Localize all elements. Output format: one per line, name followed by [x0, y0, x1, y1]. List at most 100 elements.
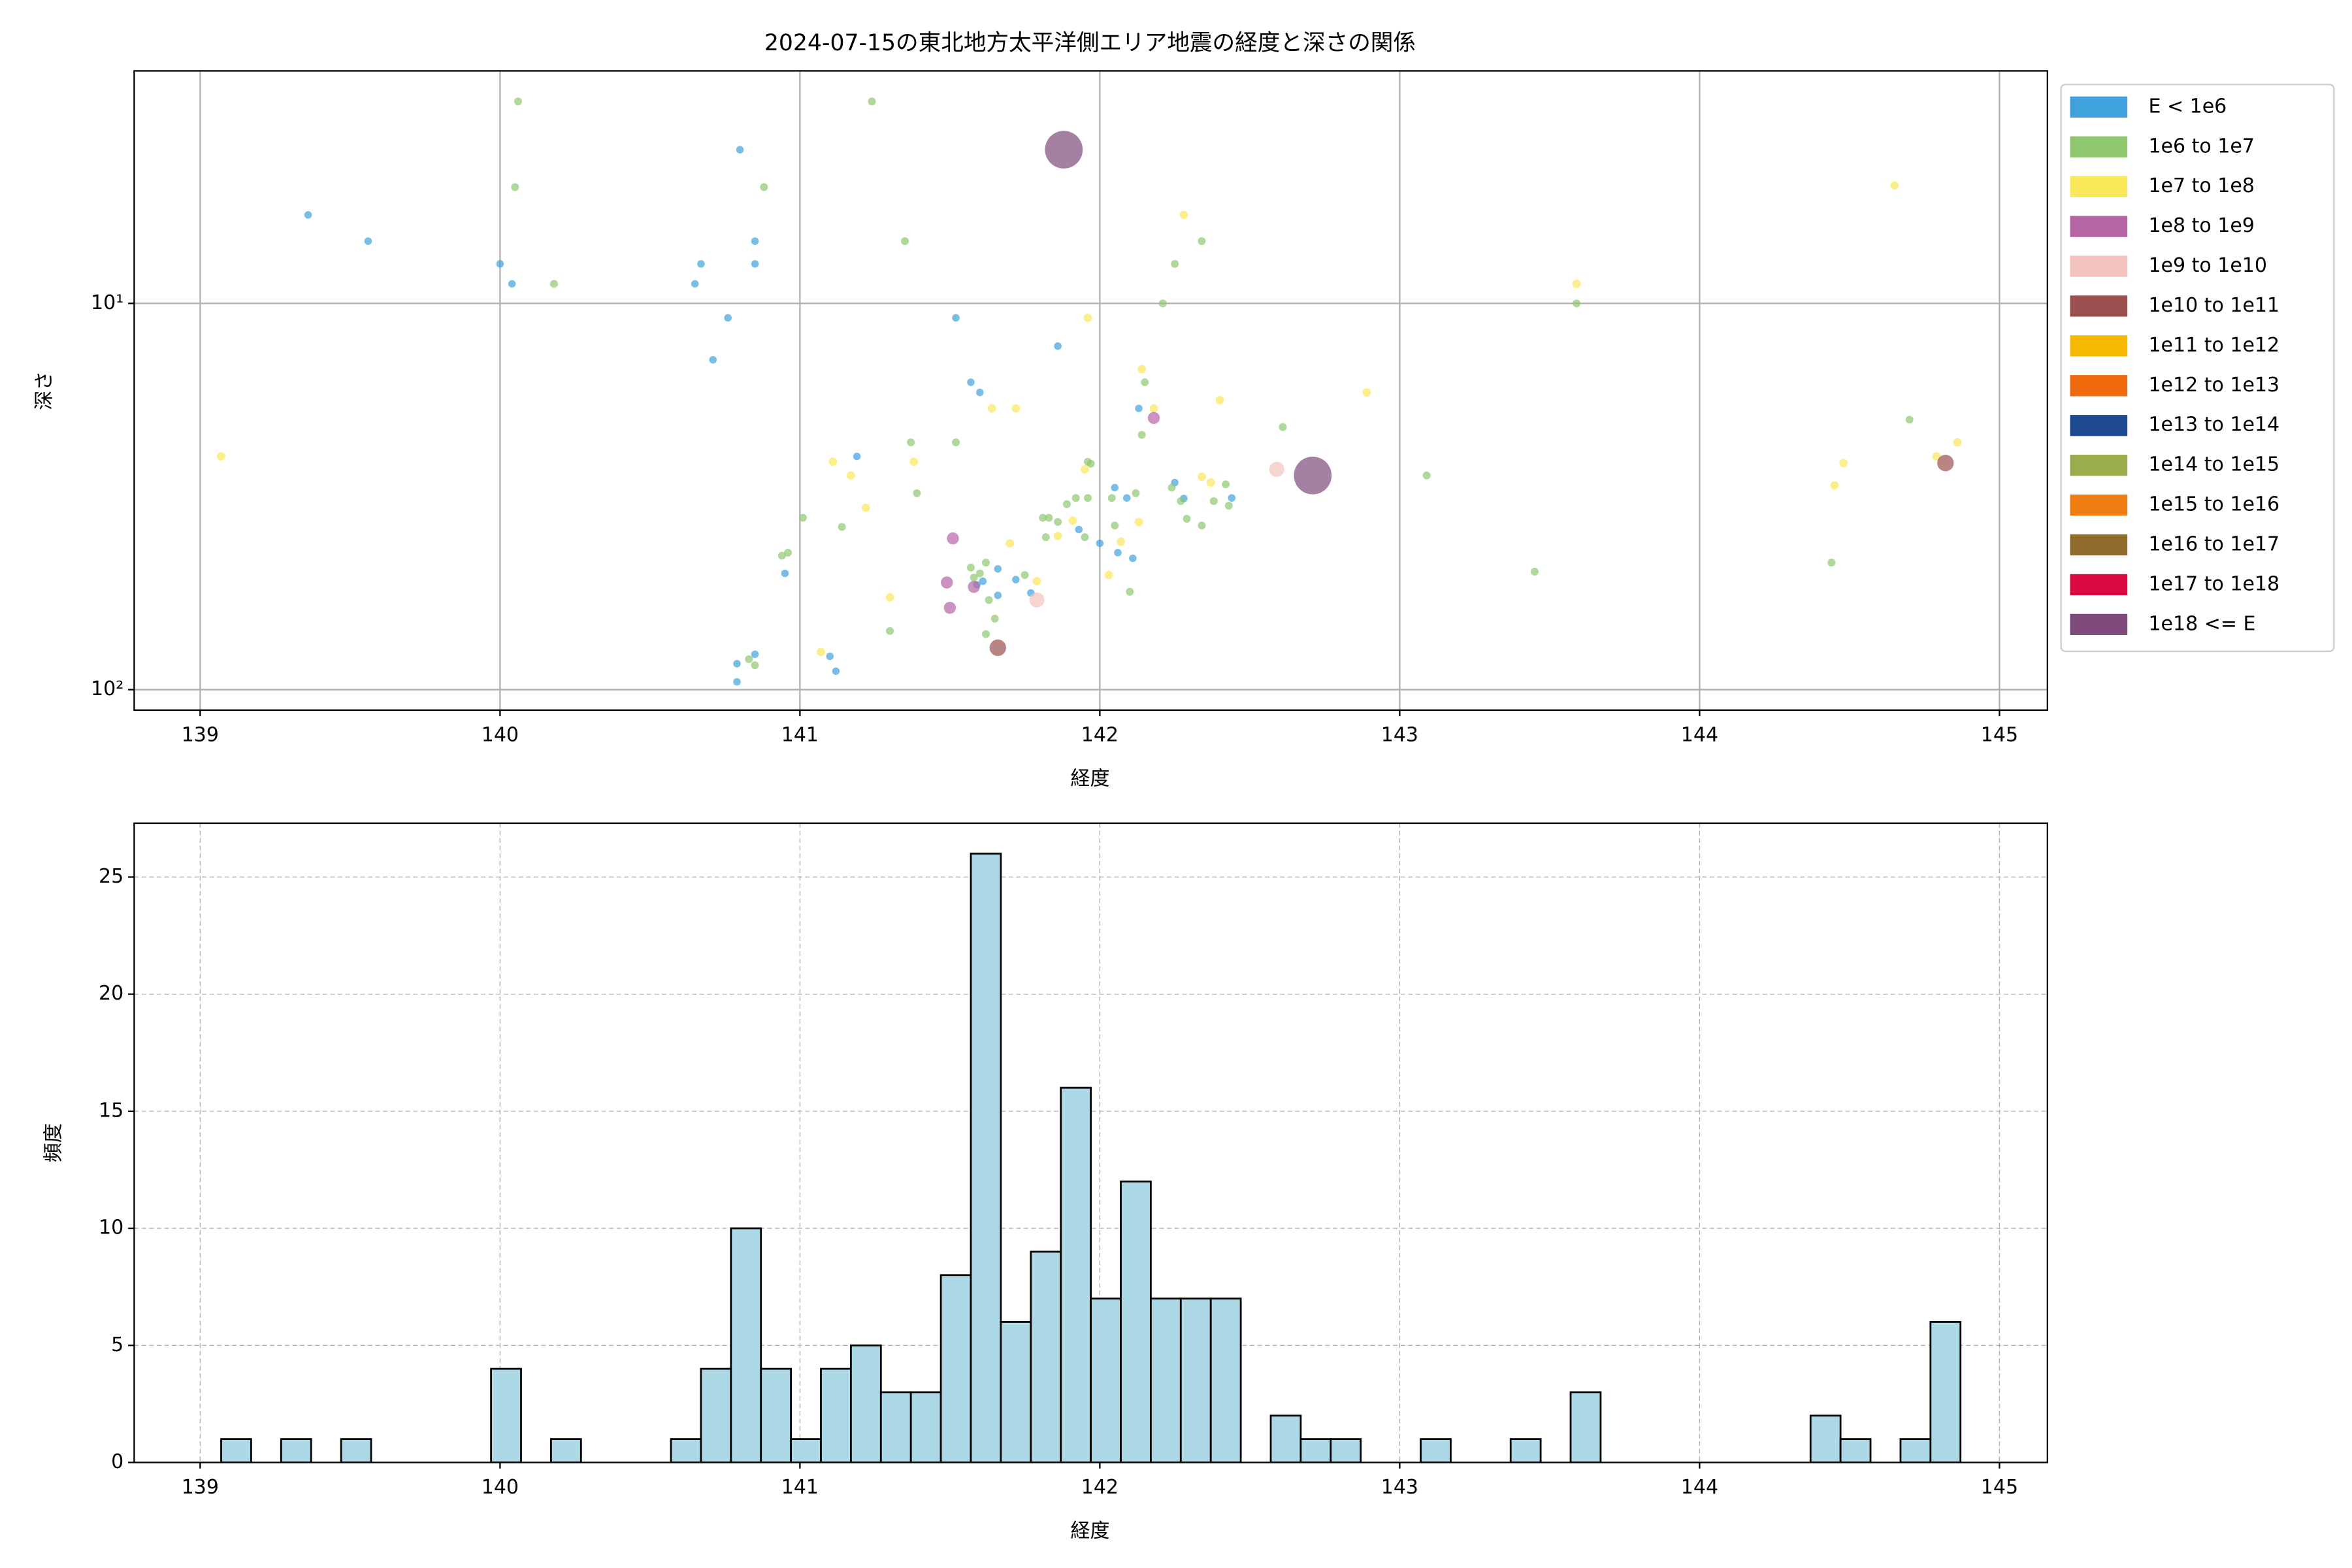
point — [1905, 416, 1914, 424]
x-tick-label: 144 — [1681, 724, 1718, 747]
point — [1179, 210, 1188, 220]
point — [1122, 494, 1131, 502]
point — [967, 378, 975, 386]
x-tick-label: 141 — [781, 724, 819, 747]
point — [1111, 483, 1119, 492]
legend-label: 1e13 to 1e14 — [2148, 414, 2279, 436]
point — [1132, 489, 1140, 497]
legend-swatch — [2070, 216, 2128, 237]
legend-swatch — [2070, 534, 2128, 556]
legend-label: 1e7 to 1e8 — [2148, 174, 2254, 197]
bar — [280, 1438, 312, 1463]
point — [1134, 517, 1143, 527]
point — [1572, 279, 1581, 288]
point — [736, 146, 744, 154]
y-tick-label: 5 — [111, 1333, 123, 1356]
point — [846, 471, 855, 480]
legend-box — [2060, 84, 2335, 653]
point — [1158, 299, 1167, 308]
legend-label: 1e10 to 1e11 — [2148, 294, 2279, 317]
x-tick-label: 145 — [1981, 1476, 2018, 1499]
point — [1053, 531, 1062, 540]
y-tick-label: 10 — [99, 1217, 123, 1239]
point — [751, 260, 759, 268]
legend-label: 1e9 to 1e10 — [2148, 254, 2267, 277]
point — [1045, 131, 1083, 169]
bar — [490, 1367, 522, 1463]
bar — [1509, 1438, 1542, 1463]
point — [907, 438, 915, 447]
x-axis-label: 経度 — [1070, 768, 1109, 791]
point — [1114, 549, 1122, 557]
legend-swatch — [2070, 375, 2128, 397]
point — [952, 438, 960, 447]
bar — [760, 1367, 792, 1463]
x-tick-label: 139 — [182, 724, 219, 747]
bar — [939, 1274, 972, 1463]
point — [909, 457, 919, 466]
legend-label: 1e11 to 1e12 — [2148, 334, 2279, 357]
point — [868, 97, 876, 106]
x-tick-label: 140 — [482, 724, 519, 747]
bar — [1839, 1438, 1872, 1463]
point — [496, 260, 504, 268]
point — [1117, 537, 1125, 546]
bar — [909, 1391, 942, 1463]
bar — [1299, 1438, 1332, 1463]
point — [985, 596, 993, 604]
bar — [1899, 1438, 1932, 1463]
point — [1039, 514, 1047, 522]
point — [994, 565, 1002, 573]
point — [1168, 483, 1176, 492]
point — [970, 574, 978, 582]
point — [1422, 471, 1431, 480]
point — [1839, 459, 1848, 468]
bar — [1030, 1250, 1062, 1463]
point — [901, 237, 909, 246]
x-tick-label: 143 — [1381, 724, 1418, 747]
point — [751, 661, 759, 670]
bar — [340, 1438, 372, 1463]
legend-label: E < 1e6 — [2148, 95, 2227, 118]
bar — [730, 1227, 762, 1463]
point — [1177, 497, 1185, 505]
chart-title: 2024-07-15の東北地方太平洋側エリア地震の経度と深さの関係 — [764, 30, 1416, 56]
point — [1141, 378, 1149, 387]
point — [760, 183, 768, 191]
point — [943, 602, 956, 614]
bar — [1060, 1086, 1092, 1463]
y-tick-label: 25 — [99, 865, 123, 888]
point — [975, 569, 984, 578]
point — [304, 211, 312, 219]
plot-area — [217, 97, 1962, 686]
axes-frame — [133, 70, 2048, 711]
point — [508, 280, 516, 288]
bar — [1090, 1298, 1122, 1463]
point — [1068, 516, 1077, 525]
point — [691, 280, 699, 288]
legend-swatch — [2070, 96, 2128, 118]
x-axis-label: 経度 — [1070, 1520, 1109, 1543]
legend-label: 1e16 to 1e17 — [2148, 533, 2279, 556]
point — [1198, 521, 1206, 530]
x-tick-label: 143 — [1381, 1476, 1418, 1499]
legend-swatch — [2070, 613, 2128, 635]
point — [1075, 525, 1083, 534]
bar — [1569, 1391, 1602, 1463]
axes-frame — [133, 822, 2048, 1463]
point — [981, 630, 990, 638]
x-tick-label: 141 — [781, 1476, 819, 1499]
y-tick-label: 10² — [91, 678, 123, 700]
point — [1107, 494, 1116, 502]
point — [733, 660, 741, 668]
point — [1953, 438, 1962, 447]
point — [1530, 568, 1539, 576]
point — [1104, 570, 1113, 580]
point — [1183, 514, 1191, 523]
point — [697, 260, 705, 268]
point — [987, 404, 996, 413]
point — [1029, 592, 1045, 608]
point — [217, 452, 225, 461]
bar — [550, 1438, 582, 1463]
point — [1137, 365, 1147, 374]
